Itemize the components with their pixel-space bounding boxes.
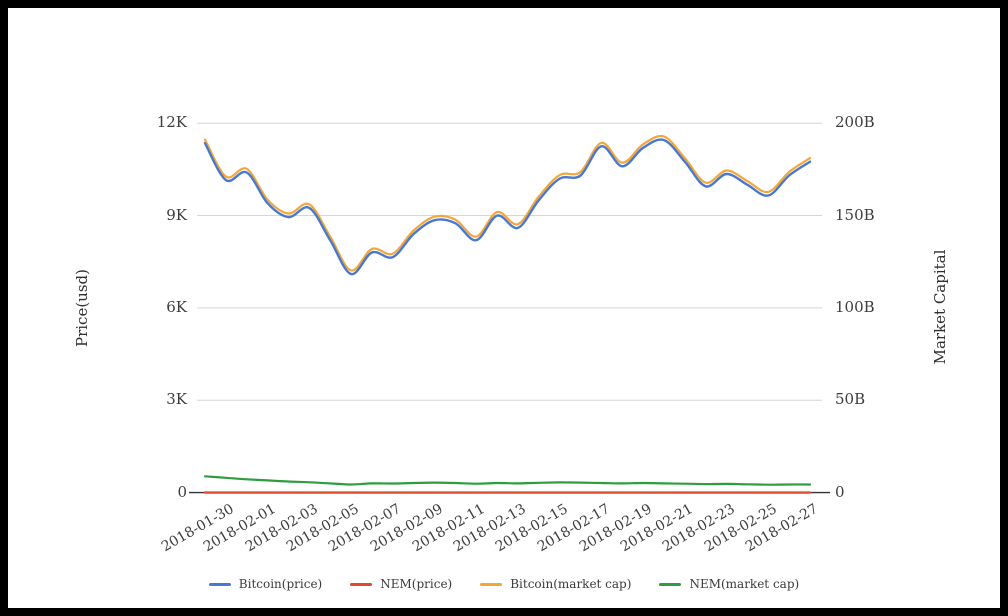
chart-legend: Bitcoin(price) NEM(price) Bitcoin(market…: [8, 577, 1000, 591]
nem-market-cap-line-swatch: [659, 582, 682, 586]
y-tick-label: 50B: [835, 390, 866, 409]
nem-price-line-swatch: [350, 582, 373, 586]
y-tick-label: 0: [835, 482, 845, 501]
series-line-bitcoin-price-: [203, 138, 812, 276]
chart-canvas: [189, 122, 830, 494]
y-tick-label: 100B: [835, 297, 875, 316]
legend-item-nem-market-cap: NEM(market cap): [659, 577, 799, 591]
series-line-bitcoin-market-cap-: [203, 134, 812, 272]
y-tick-label: 200B: [835, 113, 875, 132]
legend-item-nem-price: NEM(price): [350, 577, 452, 591]
legend-item-bitcoin-market-cap: Bitcoin(market cap): [480, 577, 631, 591]
legend-label: Bitcoin(price): [238, 577, 323, 591]
bitcoin-market-cap-line-swatch: [480, 582, 503, 586]
y-tick-label: 6K: [166, 297, 187, 316]
legend-item-bitcoin-price: Bitcoin(price): [208, 577, 323, 591]
y-tick-label: 12K: [156, 113, 187, 132]
bitcoin-price-line-swatch: [208, 582, 231, 586]
legend-label: Bitcoin(market cap): [510, 577, 632, 591]
legend-label: NEM(price): [380, 577, 453, 591]
chart-container: Price(usd) Market Capital 0 3K 6K 9K 12K 0 50B…: [8, 8, 1000, 608]
y-tick-label: 9K: [166, 205, 187, 224]
legend-label: NEM(market cap): [689, 577, 800, 591]
right-axis-title: Market Capital: [931, 249, 949, 365]
series-line-nem-market-cap-: [203, 475, 812, 486]
y-tick-label: 150B: [835, 205, 875, 224]
left-axis-title: Price(usd): [73, 268, 91, 348]
y-tick-label: 0: [177, 482, 187, 501]
y-tick-label: 3K: [166, 390, 187, 409]
